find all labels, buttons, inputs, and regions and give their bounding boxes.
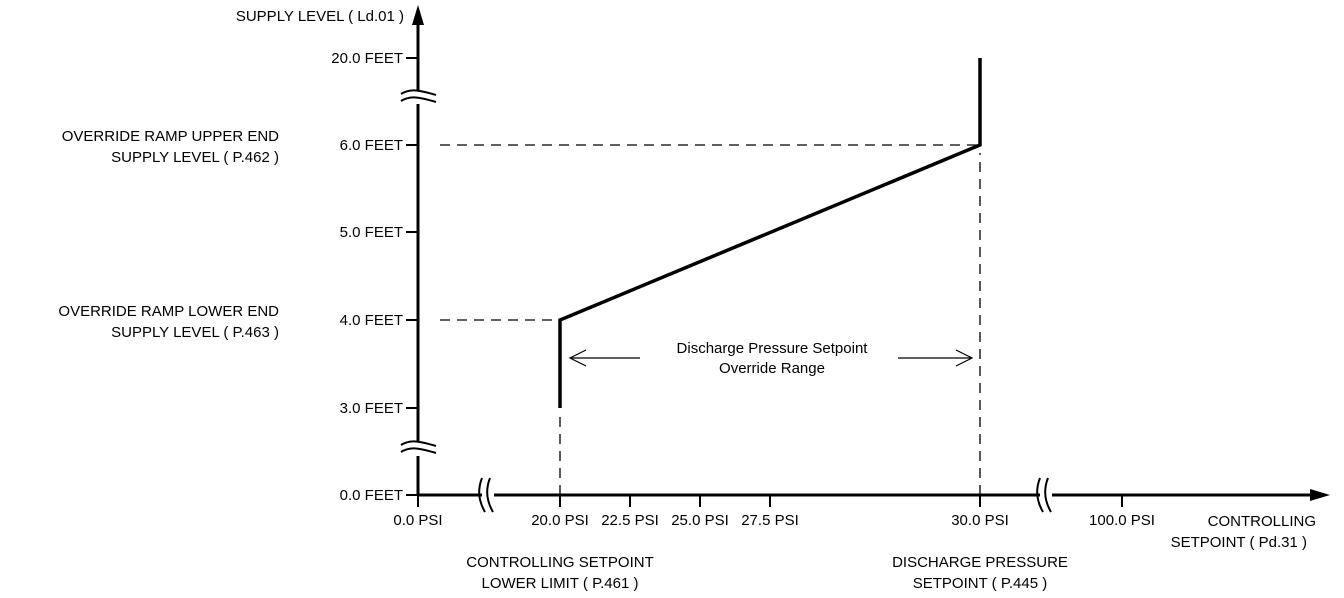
x-tick-label: 27.5 PSI bbox=[741, 512, 799, 529]
x-axis-break-right bbox=[1036, 477, 1052, 513]
range-arrow-right-head bbox=[955, 349, 974, 367]
upper-end-label-line-2: SUPPLY LEVEL ( P.462 ) bbox=[111, 149, 279, 166]
y-axis-break-lower bbox=[400, 440, 437, 456]
x-axis-break-left bbox=[478, 477, 494, 513]
y-axis-title: SUPPLY LEVEL ( Ld.01 ) bbox=[236, 8, 404, 25]
range-label-line-2: Override Range bbox=[719, 360, 825, 377]
lower-limit-label-line-1: CONTROLLING SETPOINT bbox=[466, 554, 654, 571]
y-tick-label: 4.0 FEET bbox=[340, 312, 403, 329]
y-tick-label: 5.0 FEET bbox=[340, 224, 403, 241]
x-axis-arrowhead bbox=[1310, 489, 1330, 501]
x-tick-label: 20.0 PSI bbox=[531, 512, 589, 529]
y-axis-arrowhead bbox=[412, 5, 424, 25]
x-tick-label: 0.0 PSI bbox=[393, 512, 442, 529]
discharge-setpoint-label-line-1: DISCHARGE PRESSURE bbox=[892, 554, 1068, 571]
y-tick-label: 6.0 FEET bbox=[340, 137, 403, 154]
x-axis-title-line-2: SETPOINT ( Pd.31 ) bbox=[1171, 534, 1307, 551]
x-tick-label: 25.0 PSI bbox=[671, 512, 729, 529]
lower-end-label-line-1: OVERRIDE RAMP LOWER END bbox=[58, 303, 279, 320]
range-label-line-1: Discharge Pressure Setpoint bbox=[677, 340, 869, 357]
series-line bbox=[558, 58, 982, 408]
guide-lines bbox=[440, 144, 981, 495]
y-tick-label: 20.0 FEET bbox=[331, 50, 403, 67]
x-axis-title-line-1: CONTROLLING bbox=[1208, 513, 1316, 530]
lower-limit-label-line-2: LOWER LIMIT ( P.461 ) bbox=[482, 575, 639, 592]
lower-end-label-line-2: SUPPLY LEVEL ( P.463 ) bbox=[111, 324, 279, 341]
y-tick-label: 0.0 FEET bbox=[340, 487, 403, 504]
x-ticks: 0.0 PSI 20.0 PSI 22.5 PSI 25.0 PSI 27.5 PSI 3… bbox=[393, 495, 1155, 529]
range-arrow-left-head bbox=[568, 349, 587, 367]
x-tick-label: 30.0 PSI bbox=[951, 512, 1009, 529]
y-axis-break-upper bbox=[400, 89, 437, 104]
x-tick-label: 100.0 PSI bbox=[1089, 512, 1155, 529]
y-ticks: 0.0 FEET 3.0 FEET 4.0 FEET 5.0 FEET 6.0 FEET… bbox=[331, 50, 418, 504]
override-range-arrow bbox=[568, 349, 974, 367]
y-tick-label: 3.0 FEET bbox=[340, 400, 403, 417]
x-tick-label: 22.5 PSI bbox=[601, 512, 659, 529]
discharge-setpoint-label-line-2: SETPOINT ( P.445 ) bbox=[913, 575, 1048, 592]
upper-end-label-line-1: OVERRIDE RAMP UPPER END bbox=[62, 128, 279, 145]
